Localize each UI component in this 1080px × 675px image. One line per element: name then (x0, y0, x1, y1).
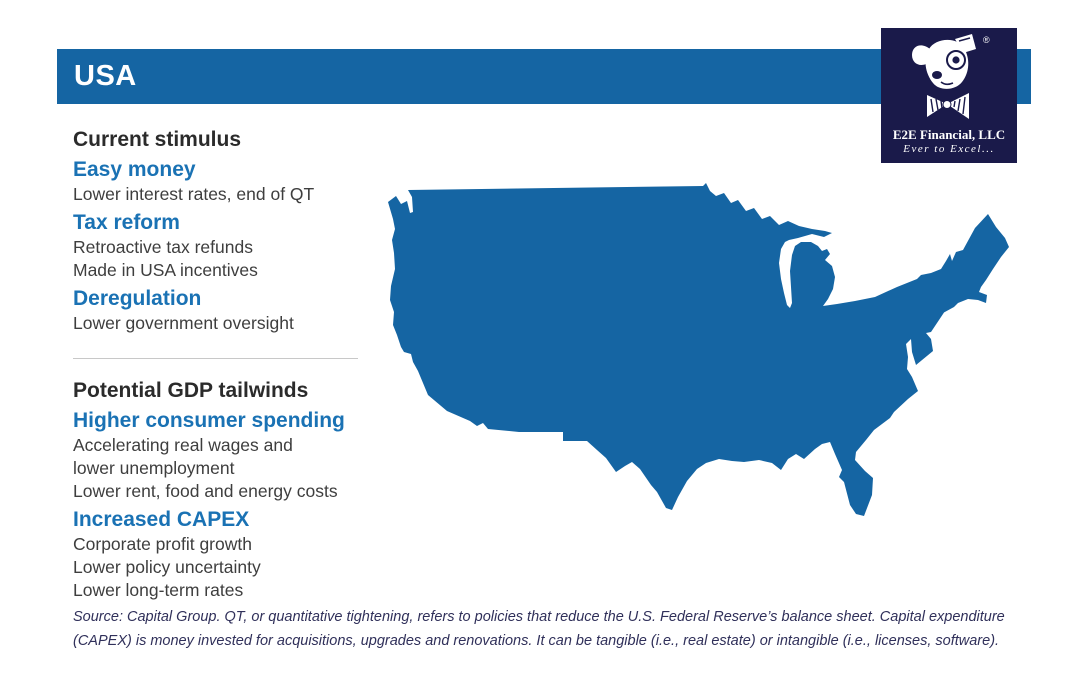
list-item: Deregulation Lower government oversight (73, 286, 378, 335)
item-line: Lower government oversight (73, 313, 294, 333)
header-bar: USA (57, 49, 1031, 104)
list-item: Higher consumer spending Accelerating re… (73, 408, 378, 503)
section-heading: Potential GDP tailwinds (73, 379, 309, 402)
section-heading: Current stimulus (73, 128, 242, 151)
item-title: Higher consumer spending (73, 409, 345, 432)
section-divider (73, 358, 358, 359)
list-item: Tax reform Retroactive tax refunds Made … (73, 210, 378, 282)
company-logo: ® E2E Financial, LLC Ever to Excel... (881, 28, 1017, 163)
item-line: Lower interest rates, end of QT (73, 184, 315, 204)
item-line: Retroactive tax refunds (73, 237, 253, 257)
dog-with-bowtie-icon: ® (912, 34, 990, 119)
list-item: Increased CAPEX Corporate profit growth … (73, 507, 378, 602)
item-title: Easy money (73, 158, 196, 181)
page-title: USA (74, 60, 137, 92)
item-title: Deregulation (73, 287, 202, 310)
list-item: Easy money Lower interest rates, end of … (73, 157, 378, 206)
usa-map-icon (388, 183, 1009, 516)
item-line: Made in USA incentives (73, 260, 258, 280)
section-current-stimulus: Current stimulus Easy money Lower intere… (73, 127, 378, 335)
text-column: Current stimulus Easy money Lower intere… (73, 127, 378, 602)
item-line: Lower policy uncertainty (73, 557, 261, 577)
usa-silhouette (388, 183, 1009, 516)
logo-company-name: E2E Financial, LLC (892, 127, 1006, 142)
registered-mark-icon: ® (983, 35, 990, 45)
usa-map (385, 183, 1010, 523)
item-line: Lower rent, food and energy costs (73, 481, 338, 501)
section-gdp-tailwinds: Potential GDP tailwinds Higher consumer … (73, 378, 378, 602)
source-footnote: Source: Capital Group. QT, or quantitati… (73, 609, 1005, 649)
item-line: Corporate profit growth (73, 534, 252, 554)
item-title: Increased CAPEX (73, 508, 250, 531)
logo-tagline: Ever to Excel... (903, 143, 995, 155)
item-line: Lower long-term rates (73, 580, 244, 600)
item-title: Tax reform (73, 211, 180, 234)
item-line: Accelerating real wages and lower unempl… (73, 435, 293, 478)
